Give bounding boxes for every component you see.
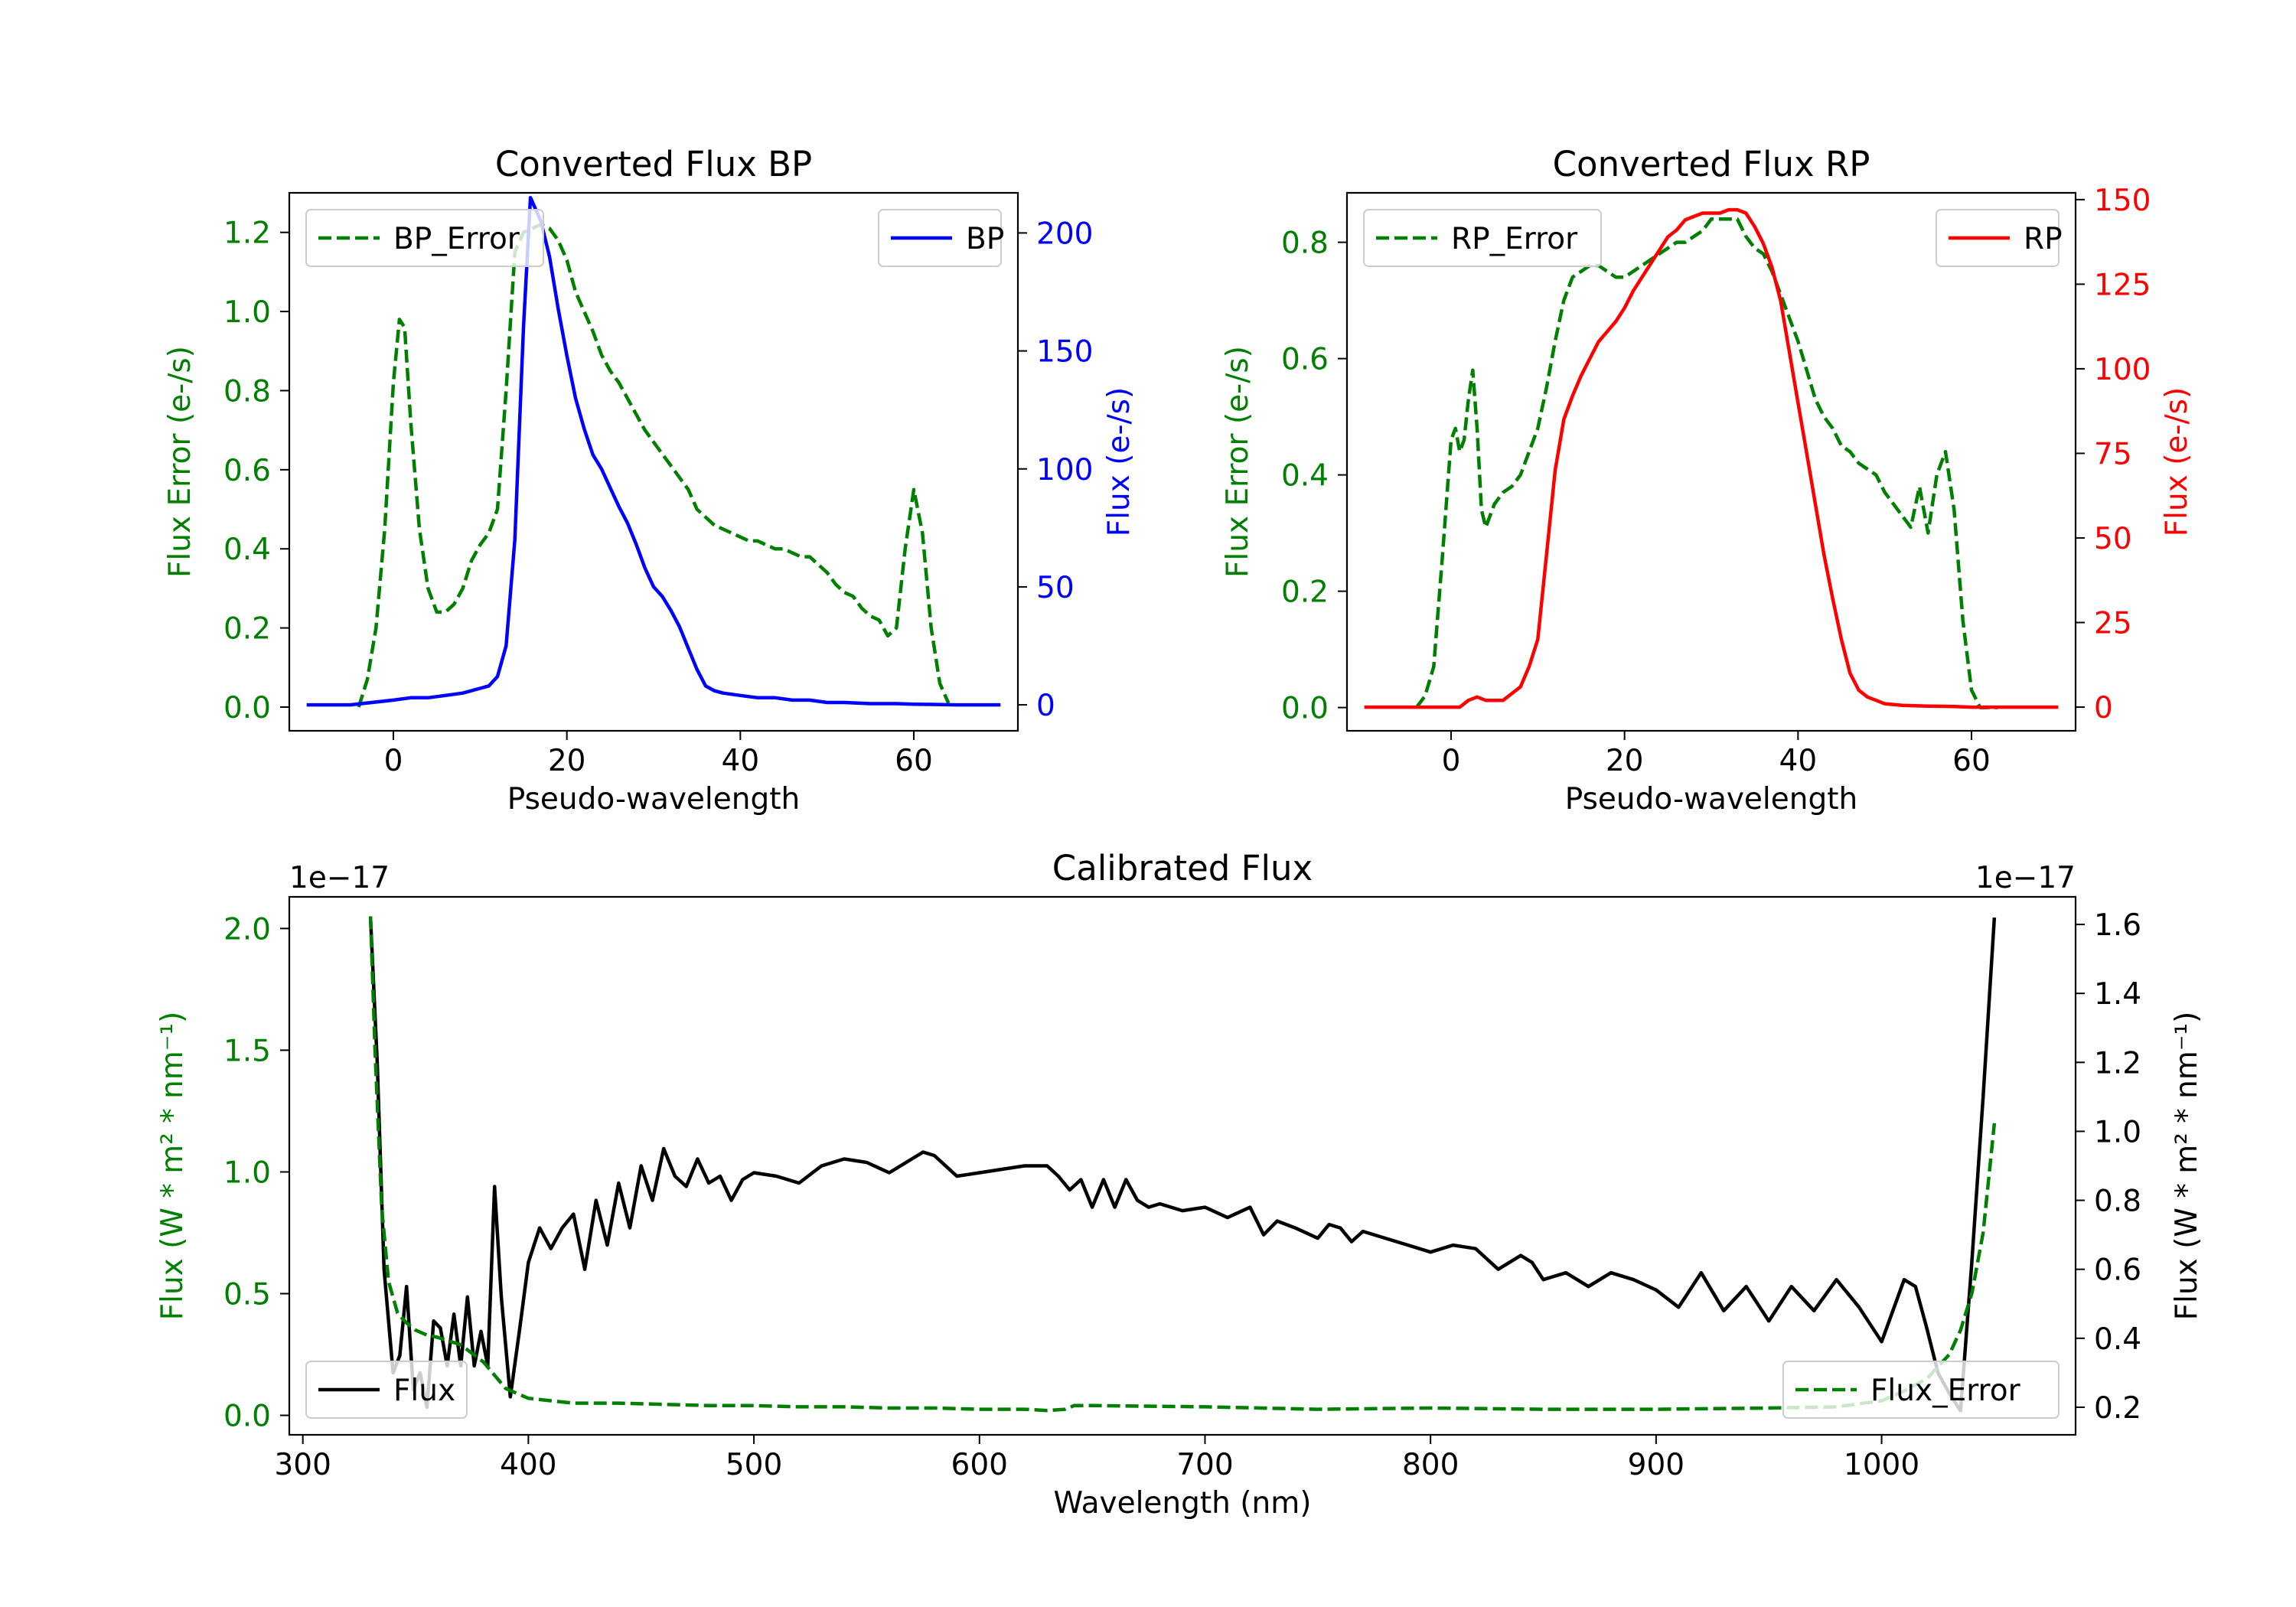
rp-chart: Converted Flux RP 0 20 40 60 Pseudo-wavelengt…: [1221, 144, 2194, 817]
cal-title: Calibrated Flux: [1052, 848, 1313, 888]
left-tick-label: 0.4: [223, 533, 271, 567]
x-tick-label: 800: [1402, 1448, 1459, 1482]
rp-series-group: [1364, 207, 2059, 709]
left-tick-label: 1.0: [223, 295, 271, 330]
left-tick-label: 0.0: [1281, 692, 1329, 726]
right-tick-label: 0.6: [2094, 1253, 2141, 1288]
bp-title: Converted Flux BP: [495, 144, 812, 184]
series-line-rp-error: [1414, 217, 1998, 709]
x-tick-label: 600: [951, 1448, 1008, 1482]
legend-bp-error: BP_Error: [305, 209, 544, 267]
left-axis-offset-text: 1e−17: [289, 861, 390, 895]
legend-label: Flux_Error: [1870, 1374, 2021, 1408]
legend-box: [1782, 1361, 2060, 1419]
left-tick-label: 0.2: [223, 612, 271, 647]
left-tick-label: 2.0: [223, 912, 271, 947]
left-tick-label: 0.5: [223, 1278, 271, 1312]
series-line-bp: [306, 195, 1001, 707]
right-tick-label: 1.6: [2094, 908, 2141, 943]
x-tick-label: 0: [1442, 744, 1461, 778]
x-tick-label: 40: [722, 744, 760, 778]
legend-bp: BP: [878, 209, 1004, 267]
cal-series-group: [368, 916, 1997, 1413]
x-tick-label: 60: [895, 744, 933, 778]
x-tick-label: 0: [384, 744, 403, 778]
rp-plot-frame: [1345, 191, 2077, 732]
series-line-rp: [1364, 207, 2059, 709]
right-tick-label: 200: [1036, 217, 1093, 251]
left-tick-label: 0.4: [1281, 459, 1329, 494]
x-tick-label: 700: [1176, 1448, 1233, 1482]
legend-box: [1363, 209, 1602, 267]
x-tick-label: 1000: [1844, 1448, 1919, 1482]
legend-label: RP: [2024, 222, 2063, 256]
right-tick-label: 1.4: [2094, 977, 2141, 1012]
right-tick-label: 1.2: [2094, 1046, 2141, 1081]
series-line-flux-error: [368, 916, 1997, 1413]
x-tick-label: 60: [1952, 744, 1991, 778]
right-tick-label: 0: [1036, 689, 1055, 723]
series-line-bp-error: [357, 223, 951, 708]
left-tick-label: 1.5: [223, 1034, 271, 1068]
bp-right-axis-label: Flux (e-/s): [1102, 387, 1137, 536]
right-tick-label: 1.0: [2094, 1115, 2141, 1149]
series-line-flux: [368, 917, 1997, 1413]
right-tick-label: 0.8: [2094, 1185, 2141, 1219]
left-tick-label: 0.6: [1281, 343, 1329, 377]
legend-box: [305, 1361, 468, 1419]
legend-rp-error: RP_Error: [1363, 209, 1602, 267]
left-tick-label: 1.2: [223, 217, 271, 251]
right-tick-label: 50: [2094, 522, 2132, 556]
rp-title: Converted Flux RP: [1553, 144, 1870, 184]
right-tick-label: 100: [2094, 353, 2151, 387]
x-tick-label: 500: [726, 1448, 782, 1482]
right-tick-label: 25: [2094, 607, 2132, 641]
legend-label: BP_Error: [393, 222, 520, 256]
cal-left-axis-label: Flux (W * m² * nm⁻¹): [155, 1012, 190, 1321]
right-tick-label: 0.4: [2094, 1322, 2141, 1357]
left-tick-label: 0.2: [1281, 575, 1329, 610]
bp-left-axis-label: Flux Error (e-/s): [163, 346, 197, 578]
right-tick-label: 150: [1036, 335, 1093, 370]
cal-chart: Calibrated Flux 300 400 500 600 700 800 900 1000…: [155, 848, 2204, 1521]
left-tick-label: 0.6: [223, 454, 271, 488]
legend-label: BP: [966, 222, 1004, 256]
legend-flux-error: Flux_Error: [1782, 1361, 2060, 1419]
left-tick-label: 1.0: [223, 1156, 271, 1190]
right-tick-label: 100: [1036, 453, 1093, 487]
cal-right-axis-label: Flux (W * m² * nm⁻¹): [2170, 1012, 2204, 1321]
legend-flux: Flux: [305, 1361, 468, 1419]
bp-chart: Converted Flux BP 0 20 40 60 Pseudo-wavelengt…: [163, 144, 1137, 817]
right-tick-label: 150: [2094, 184, 2151, 218]
right-tick-label: 125: [2094, 268, 2151, 302]
left-tick-label: 0.8: [223, 374, 271, 409]
right-tick-label: 0.2: [2094, 1391, 2141, 1426]
x-tick-label: 300: [274, 1448, 331, 1482]
legend-label: Flux: [393, 1374, 455, 1408]
bp-series-group: [306, 195, 1001, 708]
rp-right-axis-label: Flux (e-/s): [2160, 387, 2194, 536]
left-tick-label: 0.8: [1281, 227, 1329, 261]
left-tick-label: 0.0: [223, 691, 271, 725]
bp-plot-frame: [288, 191, 1019, 732]
right-axis-offset-text: 1e−17: [1975, 861, 2076, 895]
legend-box: [305, 209, 544, 267]
cal-x-axis-label: Wavelength (nm): [1054, 1486, 1312, 1521]
right-tick-label: 50: [1036, 571, 1075, 605]
bp-x-axis-label: Pseudo-wavelength: [507, 782, 800, 817]
x-tick-label: 20: [548, 744, 586, 778]
right-tick-label: 75: [2094, 437, 2132, 471]
left-tick-label: 0.0: [223, 1400, 271, 1434]
x-tick-label: 40: [1779, 744, 1818, 778]
rp-x-axis-label: Pseudo-wavelength: [1565, 782, 1857, 817]
x-tick-label: 900: [1628, 1448, 1684, 1482]
cal-plot-frame: [288, 895, 2077, 1436]
legend-label: RP_Error: [1451, 222, 1578, 256]
rp-left-axis-label: Flux Error (e-/s): [1221, 346, 1255, 578]
x-tick-label: 400: [500, 1448, 556, 1482]
legend-rp: RP: [1936, 209, 2063, 267]
right-tick-label: 0: [2094, 691, 2113, 725]
x-tick-label: 20: [1606, 744, 1644, 778]
